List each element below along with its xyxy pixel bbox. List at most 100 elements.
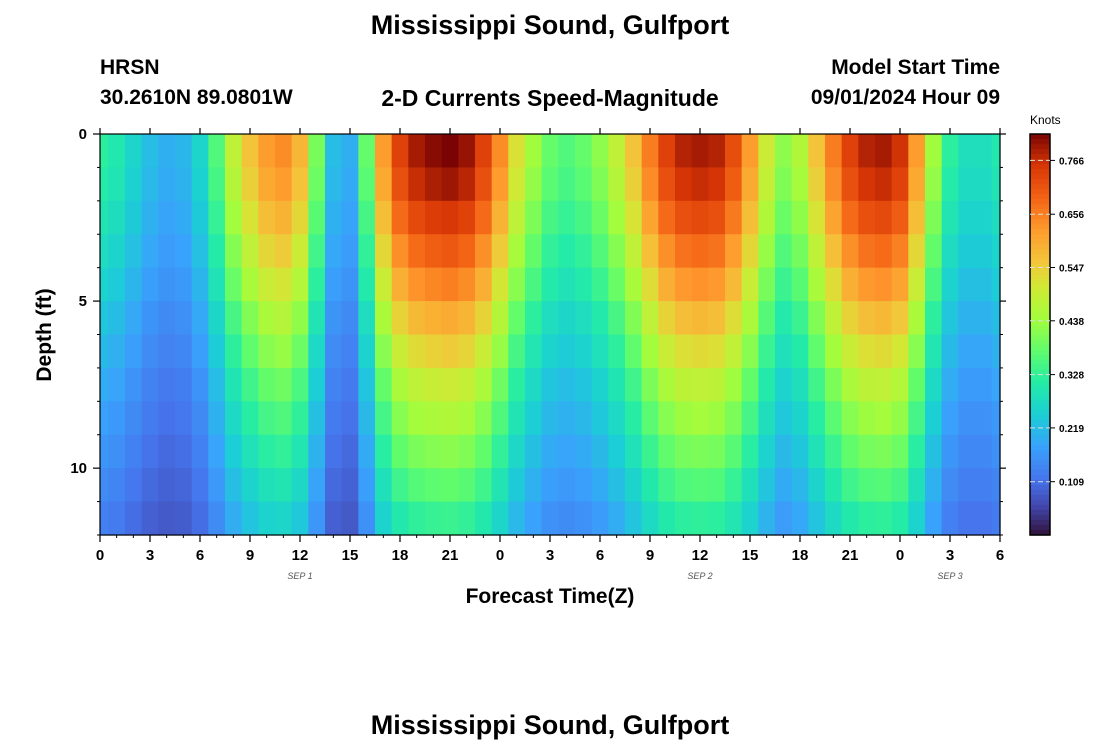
heatmap-cell (875, 468, 893, 503)
heatmap-cell (408, 200, 426, 235)
heatmap-cell (541, 200, 559, 235)
heatmap-cell (425, 334, 443, 369)
heatmap-cell (808, 434, 826, 469)
heatmap-cell (591, 234, 609, 269)
heatmap-cell (441, 367, 459, 402)
colorbar-tick-label: 0.328 (1059, 371, 1084, 382)
heatmap-cell (558, 501, 576, 536)
colorbar-swatch (1030, 229, 1050, 235)
heatmap-cell (658, 267, 676, 302)
heatmap-cell (241, 234, 259, 269)
heatmap-cell (208, 200, 226, 235)
heatmap-cell (825, 234, 843, 269)
heatmap-cell (758, 134, 776, 169)
heatmap-cell (391, 301, 409, 336)
heatmap-cell (525, 367, 543, 402)
heatmap-cell (641, 301, 659, 336)
heatmap-cell (225, 434, 243, 469)
heatmap-cell (808, 468, 826, 503)
heatmap-cell (491, 334, 509, 369)
heatmap-cell (825, 301, 843, 336)
heatmap-cell (225, 468, 243, 503)
heatmap-cell (891, 267, 909, 302)
heatmap-cell (508, 401, 526, 436)
heatmap-cell (241, 200, 259, 235)
heatmap-cell (408, 267, 426, 302)
heatmap-cell (525, 301, 543, 336)
heatmap-cell (191, 334, 209, 369)
heatmap-cell (691, 167, 709, 202)
heatmap-cell (308, 167, 326, 202)
heatmap-cell (158, 367, 176, 402)
heatmap-cell (308, 501, 326, 536)
heatmap-cell (558, 200, 576, 235)
heatmap-cell (591, 367, 609, 402)
heatmap-cell (258, 468, 276, 503)
heatmap-cell (425, 434, 443, 469)
heatmap-cell (558, 234, 576, 269)
heatmap-cell (875, 401, 893, 436)
heatmap-cell (641, 167, 659, 202)
heatmap-cell (525, 468, 543, 503)
heatmap-cell (408, 167, 426, 202)
heatmap-cell (341, 434, 359, 469)
heatmap-cell (841, 134, 859, 169)
heatmap-cell (425, 301, 443, 336)
heatmap-cell (658, 367, 676, 402)
heatmap-cell (808, 301, 826, 336)
heatmap-cell (275, 401, 293, 436)
heatmap-cell (941, 200, 959, 235)
heatmap-cell (341, 301, 359, 336)
colorbar-swatch (1030, 434, 1050, 441)
colorbar-swatch (1030, 254, 1050, 260)
colorbar-swatch (1030, 349, 1050, 356)
heatmap-cell (258, 367, 276, 402)
heatmap-cell (825, 367, 843, 402)
colorbar-swatch (1030, 279, 1050, 285)
heatmap-cell (941, 134, 959, 169)
heatmap-cell (758, 267, 776, 302)
heatmap-cell (591, 200, 609, 235)
colorbar-tick-label: 0.656 (1059, 210, 1084, 221)
heatmap-cell (891, 468, 909, 503)
heatmap-cell (941, 167, 959, 202)
heatmap-cell (558, 367, 576, 402)
heatmap-cell (608, 367, 626, 402)
heatmap-cell (208, 134, 226, 169)
heatmap-cell (358, 301, 376, 336)
heatmap-cell (791, 401, 809, 436)
heatmap-cell (291, 134, 309, 169)
heatmap-cell (391, 468, 409, 503)
heatmap-cell (258, 167, 276, 202)
heatmap-cell (241, 301, 259, 336)
model-start-label: Model Start Time (831, 56, 1000, 79)
heatmap-cell (158, 134, 176, 169)
heatmap-cell (325, 401, 343, 436)
heatmap-cell (358, 334, 376, 369)
heatmap-cell (875, 200, 893, 235)
colorbar-swatch (1030, 319, 1050, 326)
heatmap-cell (791, 134, 809, 169)
colorbar-swatch (1030, 409, 1050, 416)
heatmap-cell (158, 167, 176, 202)
x-tick-label: 0 (496, 547, 504, 564)
heatmap-cell (100, 334, 109, 369)
heatmap-cell (691, 434, 709, 469)
heatmap-cell (775, 234, 793, 269)
heatmap-cell (408, 234, 426, 269)
heatmap-cell (541, 334, 559, 369)
heatmap-cell (475, 501, 493, 536)
heatmap-cell (658, 167, 676, 202)
heatmap-cell (575, 334, 593, 369)
heatmap-cell (941, 434, 959, 469)
heatmap-cell (725, 301, 743, 336)
heatmap-cell (341, 401, 359, 436)
colorbar-swatch (1030, 189, 1050, 195)
heatmap-cell (158, 468, 176, 503)
heatmap-cell (308, 334, 326, 369)
heatmap-cell (908, 134, 926, 169)
colorbar-swatch (1030, 494, 1050, 501)
heatmap-cell (725, 434, 743, 469)
heatmap-cell (625, 468, 643, 503)
colorbar-swatch (1030, 429, 1050, 436)
